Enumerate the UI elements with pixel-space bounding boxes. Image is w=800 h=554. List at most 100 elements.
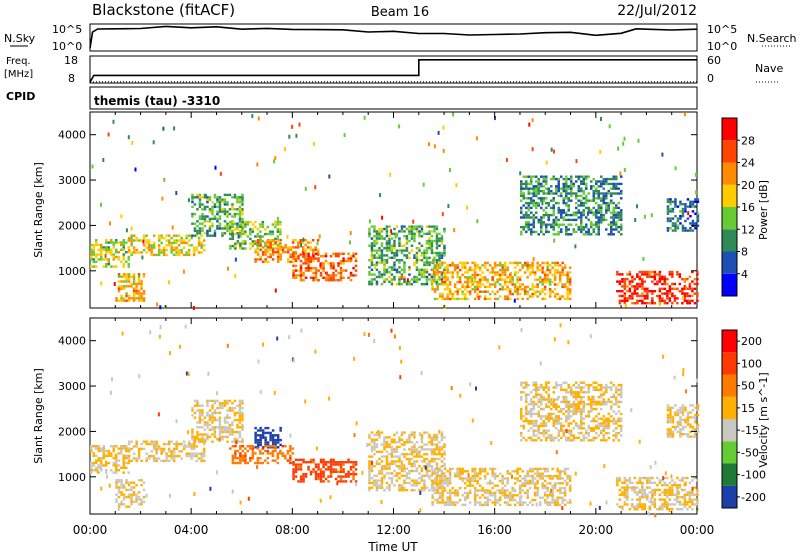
velocity-cell [334, 470, 338, 473]
power-cell [223, 224, 227, 228]
power-cell [565, 218, 568, 222]
velocity-cell [286, 452, 290, 455]
power-cell [488, 292, 492, 296]
power-cell [332, 279, 335, 282]
power-cell [410, 237, 414, 240]
power-cell [135, 251, 138, 254]
power-cell [418, 271, 421, 274]
power-cell [132, 292, 136, 295]
power-cell [276, 220, 280, 224]
power-speckle [234, 274, 237, 278]
power-cell [410, 225, 414, 228]
power-cell [388, 225, 391, 228]
velocity-cell [203, 428, 207, 431]
power-cell [626, 278, 629, 281]
power-speckle [343, 133, 346, 138]
power-cell [339, 267, 343, 270]
power-cell [605, 218, 608, 222]
velocity-cell [309, 461, 313, 464]
power-cell [433, 273, 437, 277]
power-cell [415, 268, 419, 271]
velocity-cell [551, 491, 554, 495]
velocity-cell [231, 459, 235, 462]
velocity-cell [319, 458, 323, 461]
velocity-cell [557, 429, 560, 432]
power-cell [553, 283, 557, 286]
power-cell [418, 249, 421, 252]
power-cell [530, 228, 533, 231]
power-cell [638, 294, 642, 298]
power-cell [513, 290, 517, 293]
velocity-cell [431, 479, 434, 483]
velocity-cell [393, 474, 396, 477]
power-cell [585, 197, 588, 200]
power-cell [575, 192, 578, 195]
power-cell [561, 268, 564, 272]
power-cell [617, 201, 620, 205]
velocity-cell [193, 438, 197, 441]
velocity-cell [370, 486, 374, 489]
velocity-cell [540, 407, 543, 411]
power-cell [570, 199, 573, 202]
power-cell [446, 295, 449, 298]
velocity-cell [488, 494, 492, 497]
power-cell [506, 297, 509, 301]
power-cell [187, 239, 191, 242]
power-cell [528, 264, 532, 267]
power-cell [546, 273, 549, 277]
power-cell [334, 279, 338, 282]
power-cell [511, 283, 514, 286]
velocity-cell [135, 442, 138, 446]
velocity-cell [145, 440, 148, 443]
velocity-cell [398, 484, 401, 487]
velocity-cell [577, 436, 580, 440]
power-cell [590, 199, 593, 202]
power-cell [122, 241, 125, 244]
power-cell [105, 246, 108, 249]
power-cell [536, 295, 539, 298]
velocity-cell [540, 400, 543, 404]
power-cell [605, 197, 608, 200]
power-cell [309, 267, 313, 270]
velocity-cell [523, 474, 527, 478]
power-cell [551, 273, 554, 277]
power-cell [473, 297, 477, 301]
velocity-cell [491, 491, 494, 495]
power-cell [373, 254, 376, 257]
power-cell [570, 223, 573, 226]
freq-right-tick-bottom: 0 [707, 72, 714, 85]
power-cell [370, 251, 374, 255]
power-cell [577, 175, 580, 178]
power-cell [261, 253, 265, 256]
velocity-cell [115, 471, 118, 474]
power-cell [684, 205, 687, 208]
power-cell [607, 192, 610, 195]
power-cell [545, 230, 548, 234]
power-cell [600, 218, 603, 222]
velocity-cell [213, 435, 217, 439]
power-cell [167, 234, 171, 237]
power-cell [390, 244, 394, 247]
power-cell [626, 297, 629, 300]
power-cell [585, 201, 588, 205]
velocity-cell [393, 484, 396, 487]
power-cell [595, 209, 598, 212]
power-cell [540, 199, 543, 202]
power-cell [563, 266, 567, 269]
power-cell [610, 192, 613, 195]
power-cell [266, 246, 270, 249]
power-cell [466, 271, 469, 274]
power-cell [415, 261, 419, 264]
power-cell [425, 278, 429, 281]
power-cell [167, 239, 171, 242]
power-cell [95, 255, 98, 259]
velocity-cell [555, 398, 558, 401]
velocity-cell [496, 498, 499, 502]
power-cell [478, 268, 482, 272]
velocity-cell [536, 479, 539, 483]
velocity-cell [347, 458, 350, 461]
velocity-cell [378, 436, 381, 439]
velocity-cell [550, 415, 553, 418]
power-speckle [131, 140, 134, 145]
power-cell [254, 248, 257, 251]
